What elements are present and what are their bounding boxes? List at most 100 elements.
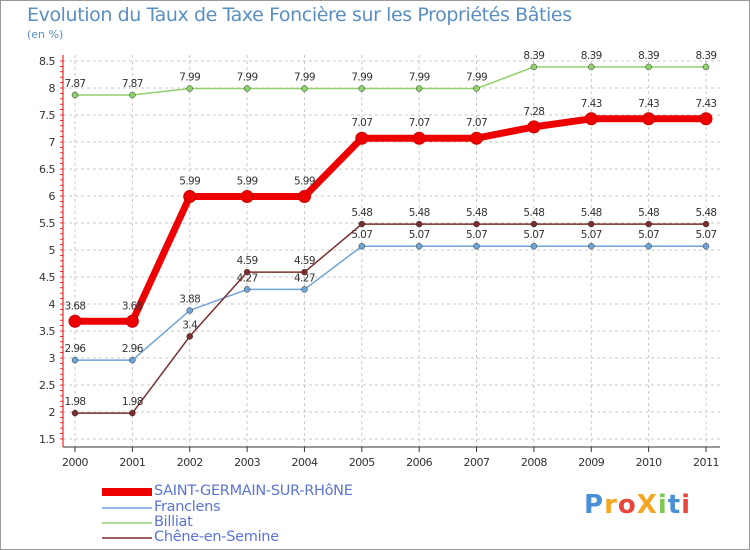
data-label: 3.88 (179, 293, 200, 305)
y-tick-label: 3.5 (39, 325, 55, 338)
data-point (358, 220, 366, 228)
y-tick-label: 2.5 (39, 379, 55, 392)
y-axis-unit: (en %) (27, 28, 64, 41)
proxiti-logo: ProXiti (584, 490, 691, 520)
data-point (297, 190, 311, 204)
series-line-saint-germain-sur-rh-ne (75, 115, 706, 325)
data-point (702, 242, 710, 250)
y-tick-label: 8 (49, 82, 56, 95)
data-point (240, 190, 254, 204)
data-label: 7.07 (351, 117, 372, 129)
data-label: 4.27 (237, 272, 258, 284)
x-tick-label: 2009 (578, 456, 604, 469)
data-point (301, 85, 308, 92)
legend-label-franclens: Franclens (154, 499, 221, 515)
data-label: 5.48 (351, 207, 372, 219)
x-tick-label: 2006 (406, 456, 432, 469)
data-label: 5.48 (581, 207, 602, 219)
data-label: 5.07 (638, 229, 659, 241)
data-point (473, 242, 480, 250)
data-label: 5.07 (581, 229, 602, 241)
data-label: 4.27 (294, 272, 315, 284)
data-label: 7.07 (409, 117, 430, 129)
data-label: 5.99 (294, 176, 315, 188)
data-label: 1.98 (65, 396, 86, 408)
data-point (588, 220, 595, 228)
logo-letter: X (636, 490, 658, 520)
x-tick-label: 2004 (291, 456, 317, 469)
y-tick-label: 4.5 (39, 271, 55, 284)
data-point (642, 112, 656, 126)
series-line-billiat (75, 66, 706, 96)
y-tick-label: 5.5 (39, 217, 55, 230)
data-label: 7.43 (696, 98, 717, 110)
data-label: 7.99 (237, 72, 258, 84)
data-point (71, 356, 79, 364)
data-label: 2.96 (65, 343, 87, 355)
data-label: 7.87 (122, 78, 143, 90)
logo-letter: o (617, 490, 637, 520)
x-tick-label: 2000 (62, 456, 88, 469)
data-label: 5.99 (179, 176, 200, 188)
data-point (186, 85, 193, 92)
x-tick-label: 2002 (177, 456, 203, 469)
y-tick-label: 7 (49, 136, 56, 149)
data-point (186, 307, 193, 314)
data-point (699, 112, 713, 126)
data-label: 8.39 (696, 50, 717, 62)
data-label: 7.99 (351, 72, 372, 84)
data-label: 2.96 (122, 343, 144, 355)
data-label: 5.99 (237, 176, 258, 188)
data-label: 5.07 (696, 229, 717, 241)
data-point (71, 91, 79, 99)
data-label: 4.59 (237, 255, 258, 267)
x-tick-label: 2005 (349, 456, 375, 469)
data-point (415, 85, 423, 92)
data-point (645, 220, 652, 228)
data-point (358, 85, 366, 92)
data-point (243, 286, 251, 293)
data-label: 3.4 (182, 319, 198, 331)
data-label: 5.48 (638, 207, 659, 219)
y-tick-label: 7.5 (39, 109, 55, 122)
series-line-ch-ne-en-semine (75, 223, 706, 414)
y-tick-label: 2 (49, 406, 56, 419)
legend-label-billiat: Billiat (154, 514, 193, 530)
data-label: 7.28 (523, 106, 544, 118)
data-label: 7.99 (409, 72, 430, 84)
legend-swatch-franclens (102, 507, 152, 509)
data-point (530, 220, 538, 228)
data-point (470, 131, 484, 145)
data-point (527, 120, 541, 134)
data-label: 8.39 (581, 50, 602, 62)
data-label: 3.68 (65, 300, 86, 312)
data-label: 7.87 (65, 78, 86, 90)
data-label: 5.48 (466, 207, 487, 219)
data-label: 7.43 (638, 98, 659, 110)
data-point (129, 356, 136, 364)
data-point (243, 85, 251, 92)
data-point (702, 220, 710, 228)
data-point (415, 242, 423, 250)
data-label: 7.99 (466, 72, 487, 84)
data-label: 5.07 (466, 229, 487, 241)
data-label: 7.99 (179, 72, 200, 84)
legend-label-saint-germain: SAINT-GERMAIN-SUR-RHôNE (154, 483, 353, 499)
data-point (183, 190, 197, 204)
legend-swatch-billiat (102, 522, 152, 524)
data-label: 5.48 (523, 207, 544, 219)
data-point (530, 63, 538, 71)
data-label: 5.48 (696, 207, 717, 219)
logo-letter: t (667, 490, 682, 520)
x-tick-label: 2003 (234, 456, 260, 469)
data-point (530, 242, 538, 250)
data-point (415, 220, 423, 228)
logo-letter: P (584, 490, 605, 520)
x-tick-label: 2008 (521, 456, 547, 469)
legend-label-chene-en-semine: Chêne-en-Semine (154, 529, 279, 545)
data-label: 8.39 (638, 50, 659, 62)
y-tick-label: 4 (49, 298, 56, 311)
data-point (702, 63, 710, 71)
